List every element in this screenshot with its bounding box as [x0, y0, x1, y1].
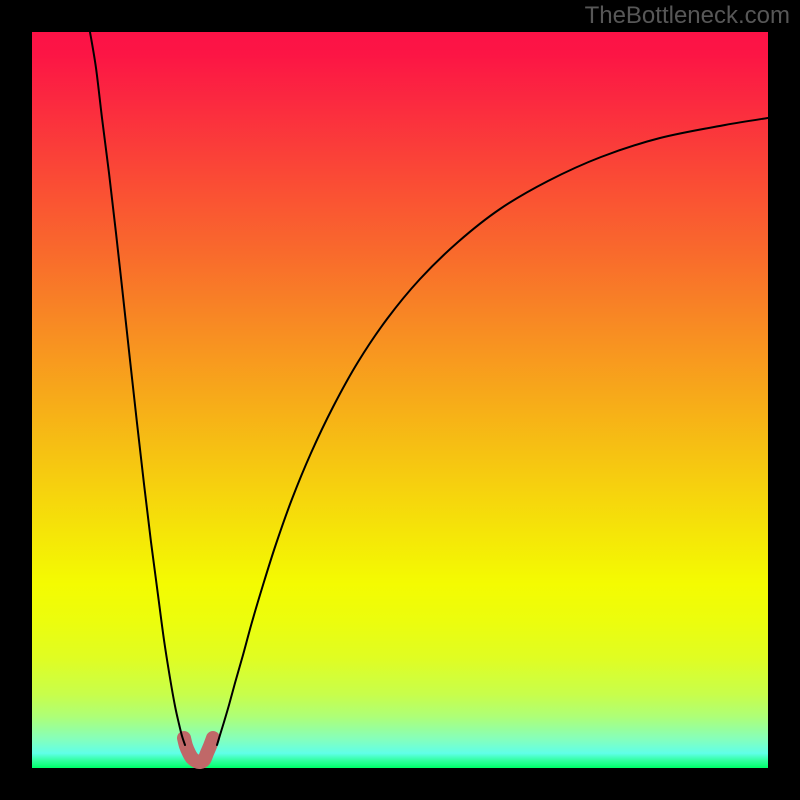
bottleneck-chart — [0, 0, 800, 800]
watermark-text: TheBottleneck.com — [585, 2, 790, 30]
chart-container: TheBottleneck.com — [0, 0, 800, 800]
